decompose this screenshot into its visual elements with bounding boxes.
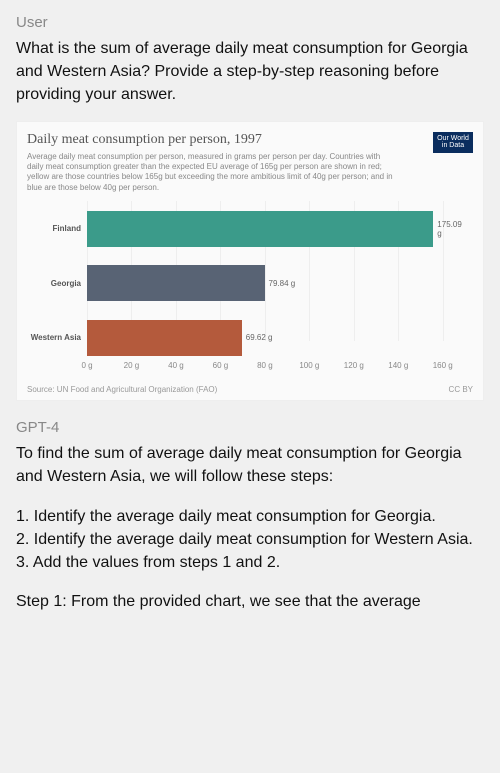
bar-row: Finland175.09 g [87, 211, 465, 247]
user-role-label: User [16, 14, 484, 31]
gpt-continuation: Step 1: From the provided chart, we see … [16, 590, 484, 613]
bar-value: 79.84 g [269, 279, 296, 288]
x-axis: 0 g20 g40 g60 g80 g100 g120 g140 g160 g [87, 361, 465, 375]
bars-region: Finland175.09 g Georgia79.84 g Western Asi… [87, 201, 465, 361]
gpt-response: To find the sum of average daily meat co… [16, 442, 484, 613]
bar-value: 69.62 g [246, 333, 273, 342]
owid-badge: Our World in Data [433, 132, 473, 153]
chart-header: Daily meat consumption per person, 1997 … [27, 132, 473, 194]
bar [87, 265, 265, 301]
gpt-step-line: 2. Identify the average daily meat consu… [16, 528, 484, 551]
x-tick: 80 g [257, 361, 273, 370]
bar-label: Georgia [27, 279, 87, 288]
chart-source: Source: UN Food and Agricultural Organiz… [27, 385, 217, 394]
bar-row: Georgia79.84 g [87, 265, 465, 301]
gpt-role-label: GPT-4 [16, 419, 484, 436]
conversation-container: User What is the sum of average daily me… [0, 0, 500, 613]
gpt-step-line: 1. Identify the average daily meat consu… [16, 505, 484, 528]
x-tick: 0 g [81, 361, 92, 370]
gpt-step-line: 3. Add the values from steps 1 and 2. [16, 551, 484, 574]
x-tick: 60 g [213, 361, 229, 370]
x-tick: 120 g [344, 361, 364, 370]
gpt-section: GPT-4 To find the sum of average daily m… [16, 419, 484, 613]
gpt-intro: To find the sum of average daily meat co… [16, 442, 484, 488]
chart-subtitle: Average daily meat consumption per perso… [27, 152, 397, 194]
x-tick: 160 g [433, 361, 453, 370]
plot-area: Finland175.09 gGeorgia79.84 gWestern Asi… [27, 201, 473, 381]
chart-title: Daily meat consumption per person, 1997 [27, 132, 473, 148]
x-tick: 40 g [168, 361, 184, 370]
x-tick: 20 g [124, 361, 140, 370]
bar [87, 211, 433, 247]
chart-footer: Source: UN Food and Agricultural Organiz… [27, 385, 473, 394]
user-section: User What is the sum of average daily me… [16, 14, 484, 107]
bar-label: Western Asia [27, 333, 87, 342]
user-question: What is the sum of average daily meat co… [16, 37, 484, 107]
x-tick: 140 g [388, 361, 408, 370]
bar [87, 320, 242, 356]
badge-line2: in Data [437, 142, 469, 150]
x-tick: 100 g [299, 361, 319, 370]
bar-label: Finland [27, 224, 87, 233]
gpt-steps: 1. Identify the average daily meat consu… [16, 505, 484, 575]
bar-value: 175.09 g [437, 220, 465, 238]
chart-license: CC BY [449, 385, 473, 394]
badge-line1: Our World [437, 135, 469, 143]
bar-row: Western Asia69.62 g [87, 320, 465, 356]
chart-card: Daily meat consumption per person, 1997 … [16, 121, 484, 402]
